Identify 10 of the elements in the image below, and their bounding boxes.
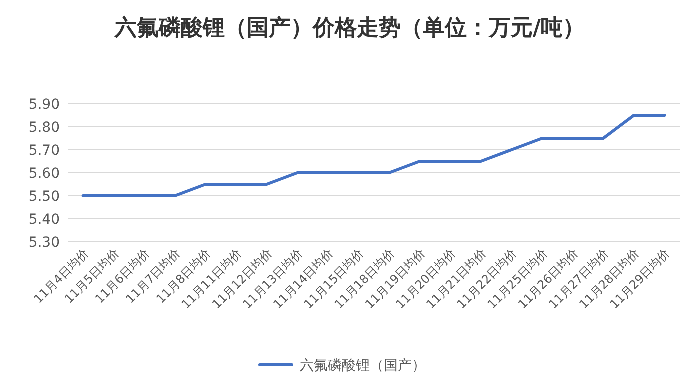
- y-tick-label: 5.80: [28, 120, 60, 136]
- y-tick-label: 5.90: [28, 97, 60, 113]
- chart-title: 六氟磷酸锂（国产）价格走势（单位：万元/吨）: [114, 15, 586, 43]
- y-tick-label: 5.30: [28, 235, 60, 251]
- y-tick-label: 5.50: [28, 189, 60, 205]
- line-series: [82, 114, 666, 198]
- legend-label: 六氟磷酸锂（国产）: [300, 358, 426, 374]
- y-tick-label: 5.40: [28, 212, 60, 228]
- y-tick-label: 5.60: [28, 166, 60, 182]
- y-tick-label: 5.70: [28, 143, 60, 159]
